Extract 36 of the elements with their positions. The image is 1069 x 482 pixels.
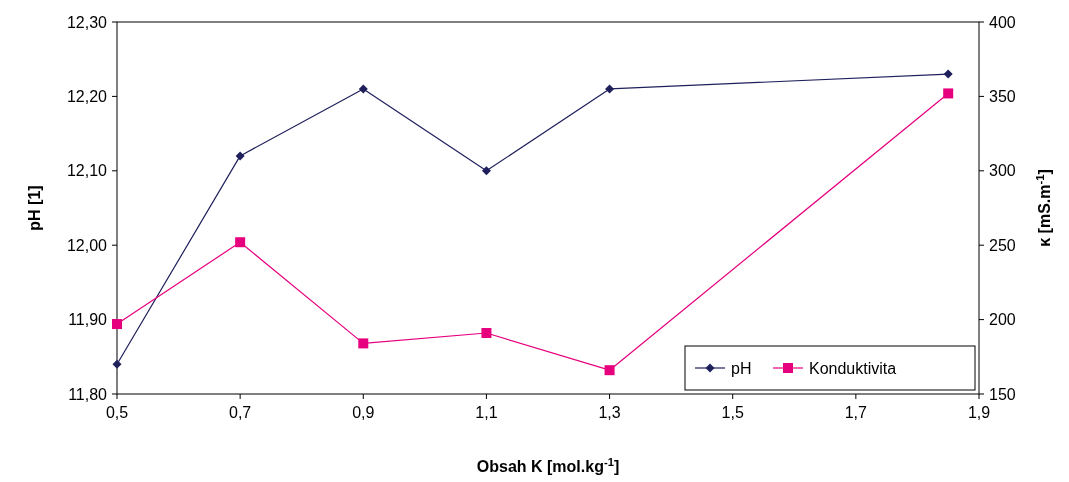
x-tick-label: 1,5 — [721, 404, 744, 421]
y-axis-title: pH [1] — [26, 185, 43, 231]
x-tick-label: 1,3 — [598, 404, 621, 421]
y-tick-label: 12,20 — [66, 88, 108, 105]
legend-label: Konduktivita — [809, 359, 897, 377]
y2-tick-label: 350 — [989, 88, 1016, 105]
y2-tick-label: 400 — [989, 13, 1016, 31]
point — [481, 327, 492, 338]
point — [943, 69, 953, 79]
y2-tick-label: 300 — [989, 162, 1016, 180]
y2-tick-label: 150 — [989, 385, 1016, 403]
point — [112, 359, 122, 369]
point — [605, 84, 615, 94]
x-tick-label: 1,9 — [967, 404, 991, 421]
point — [235, 151, 245, 161]
y2-tick-label: 200 — [989, 311, 1016, 329]
x-tick-label: 1,7 — [844, 404, 868, 421]
legend-label: pH — [731, 359, 752, 377]
point — [943, 88, 954, 99]
y-tick-label: 12,30 — [66, 13, 108, 31]
point — [358, 338, 369, 349]
point — [358, 84, 368, 94]
x-tick-label: 0,7 — [229, 404, 252, 421]
point — [112, 319, 122, 330]
point — [481, 166, 491, 176]
y-tick-label: 12,10 — [66, 162, 108, 180]
x-tick-label: 0,5 — [105, 404, 129, 421]
x-tick-label: 0,9 — [352, 404, 375, 421]
point — [604, 365, 615, 376]
x-tick-label: 1,1 — [475, 404, 498, 421]
y-tick-label: 12,00 — [66, 236, 108, 254]
y-tick-label: 11,80 — [68, 385, 108, 403]
y2-tick-label: 250 — [989, 236, 1016, 254]
x-axis-title: Obsah K [mol.kg$^{-1}$] — [476, 456, 620, 475]
y-tick-label: 11,90 — [68, 311, 108, 329]
point — [235, 237, 246, 248]
